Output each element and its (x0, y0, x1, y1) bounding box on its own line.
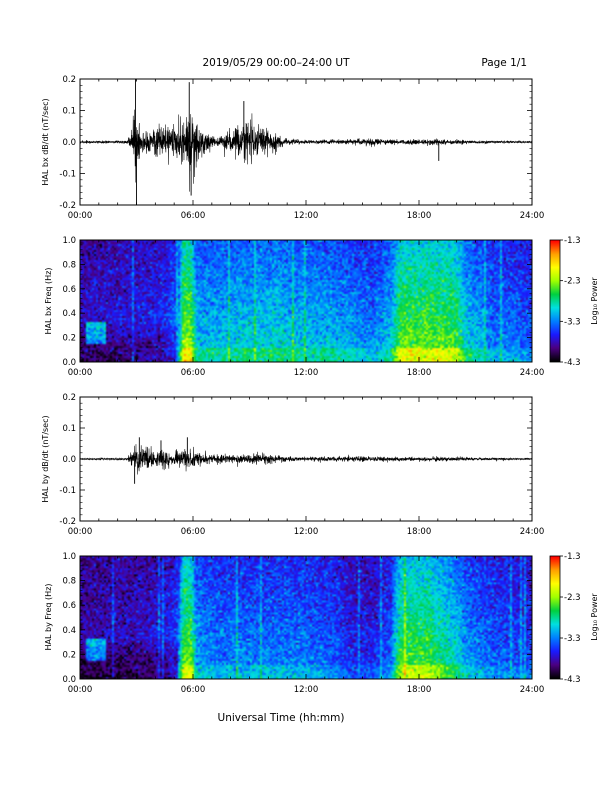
x-tick-label: 00:00 (68, 211, 93, 221)
x-tick-label: 18:00 (407, 685, 432, 695)
figure-title: 2019/05/29 00:00–24:00 UT (202, 57, 350, 69)
colorbar-tick-label: -2.3 (564, 593, 581, 603)
x-tick-label: 00:00 (68, 685, 93, 695)
x-tick-label: 00:00 (68, 368, 93, 378)
bx-colorbar (549, 239, 561, 363)
x-tick-label: 24:00 (520, 211, 545, 221)
y-tick-label: -0.1 (59, 170, 76, 180)
y-tick-label: 0.2 (62, 334, 76, 344)
y-tick-label: 0.1 (62, 424, 76, 434)
x-tick-label: 12:00 (294, 211, 319, 221)
x-tick-label: 18:00 (407, 527, 432, 537)
y-tick-label: 0.2 (62, 75, 76, 85)
panel-by-spectrogram: 00:00 06:00 12:00 18:00 24:00 0.0 0.2 0.4 0.6 0.8… (44, 552, 599, 695)
y-tick-label: 0.2 (62, 393, 76, 403)
y-tick-label: 0.4 (62, 626, 76, 636)
y-tick-label: 0.6 (62, 285, 76, 295)
x-tick-label: 00:00 (68, 527, 93, 537)
colorbar-tick-label: -1.3 (564, 552, 581, 562)
y-tick-label: 0.8 (62, 260, 76, 270)
y-tick-label: 0.8 (62, 577, 76, 587)
x-tick-label: 12:00 (294, 527, 319, 537)
page-indicator: Page 1/1 (481, 57, 527, 69)
by-spectrogram-image (80, 556, 532, 679)
y-tick-label: 0.0 (62, 358, 76, 368)
x-tick-label: 18:00 (407, 211, 432, 221)
x-tick-label: 12:00 (294, 368, 319, 378)
panel-bx-spectrogram: 00:00 06:00 12:00 18:00 24:00 0.0 0.2 0.4 0.6 0.8… (44, 236, 599, 378)
by-spectrogram-ylabel: HAL by Freq (Hz) (44, 584, 53, 651)
y-tick-label: 0.0 (62, 675, 76, 685)
x-tick-label: 06:00 (181, 368, 206, 378)
colorbar-tick-label: -2.3 (564, 277, 581, 287)
x-tick-label: 24:00 (520, 685, 545, 695)
x-tick-label: 06:00 (181, 211, 206, 221)
colorbar-tick-label: -4.3 (564, 358, 581, 368)
y-tick-label: 0.0 (62, 455, 76, 465)
bx-colorbar-label: Log₁₀ Power (590, 277, 599, 325)
by-colorbar-label: Log₁₀ Power (590, 593, 599, 641)
y-tick-label: 0.6 (62, 601, 76, 611)
bx-trace (79, 79, 533, 205)
colorbar-tick-label: -4.3 (564, 675, 581, 685)
y-tick-label: 0.4 (62, 309, 76, 319)
x-tick-label: 06:00 (181, 685, 206, 695)
bx-spectrogram-ylabel: HAL bx Freq (Hz) (44, 268, 53, 335)
bx-spectrogram-image (80, 240, 532, 362)
y-tick-label: 1.0 (62, 552, 76, 562)
panel-by-timeseries: 00:00 06:00 12:00 18:00 24:00 -0.2 -0.1 0.0 0.1 0… (41, 393, 544, 537)
y-tick-label: 0.1 (62, 107, 76, 117)
x-tick-label: 18:00 (407, 368, 432, 378)
y-tick-label: -0.2 (59, 201, 76, 211)
panel-bx-timeseries: 00:00 06:00 12:00 18:00 24:00 -0.2 -0.1 0.0 0.1 0… (41, 75, 544, 221)
by-timeseries-ylabel: HAL by dB/dt (nT/sec) (41, 415, 50, 502)
x-tick-label: 06:00 (181, 527, 206, 537)
colorbar-tick-label: -3.3 (564, 634, 581, 644)
x-axis-title: Universal Time (hh:mm) (218, 712, 345, 724)
y-tick-label: -0.1 (59, 486, 76, 496)
bx-timeseries-ylabel: HAL bx dB/dt (nT/sec) (41, 98, 50, 185)
x-tick-label: 24:00 (520, 368, 545, 378)
y-tick-label: 0.0 (62, 138, 76, 148)
by-trace (79, 437, 533, 484)
y-tick-label: 0.2 (62, 650, 76, 660)
colorbar-tick-label: -1.3 (564, 236, 581, 246)
x-tick-label: 24:00 (520, 527, 545, 537)
y-tick-label: -0.2 (59, 517, 76, 527)
by-colorbar (549, 555, 561, 680)
colorbar-tick-label: -3.3 (564, 317, 581, 327)
y-tick-label: 1.0 (62, 236, 76, 246)
x-tick-label: 12:00 (294, 685, 319, 695)
